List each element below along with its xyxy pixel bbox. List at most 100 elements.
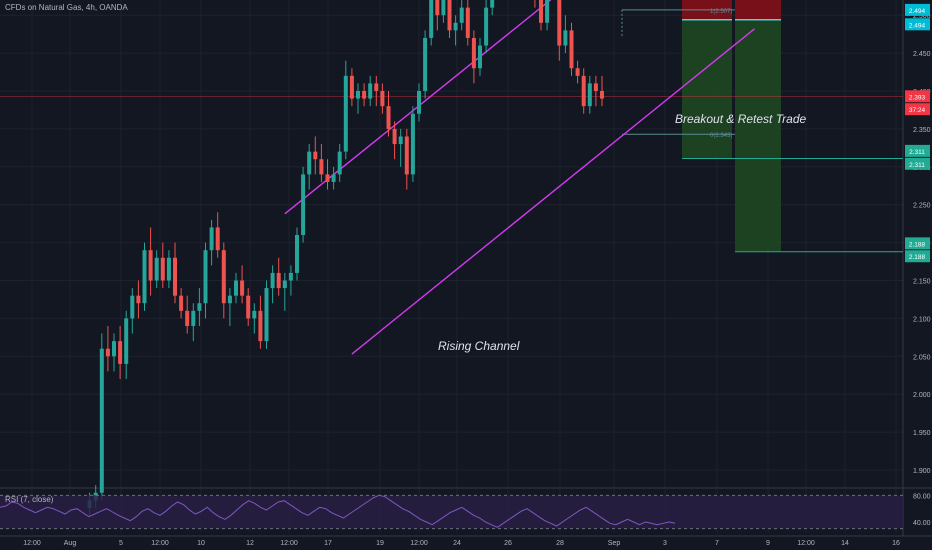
candle <box>105 325 110 372</box>
candle <box>319 144 324 182</box>
candle <box>136 280 141 319</box>
candle <box>295 227 299 281</box>
x-tick-label: 16 <box>892 540 900 547</box>
x-tick-label: 19 <box>376 540 384 547</box>
candle-body <box>404 136 409 175</box>
candle <box>160 242 165 289</box>
price-tag <box>905 18 930 31</box>
candle-body <box>313 151 318 160</box>
price-tag-label: 2.188 <box>909 254 926 261</box>
candle <box>362 83 367 107</box>
candle-body <box>282 280 287 289</box>
candle <box>447 0 452 38</box>
x-tick-label: 26 <box>504 540 512 547</box>
candle-body <box>319 159 324 175</box>
candle-body <box>429 0 434 38</box>
candle-body <box>197 303 202 311</box>
candle-body <box>600 91 604 99</box>
candle <box>478 37 482 76</box>
rsi-title: RSI (7, close) <box>5 495 54 504</box>
candle-body <box>234 280 238 296</box>
candle-body <box>331 174 336 182</box>
y-tick-label: 2.250 <box>913 203 931 210</box>
price-tag <box>905 237 930 250</box>
candle-body <box>295 235 299 273</box>
candle-body <box>148 250 153 281</box>
candle-body <box>581 75 586 107</box>
candle <box>404 128 409 190</box>
candle-body <box>185 310 190 326</box>
candle-body <box>453 22 458 31</box>
candle <box>459 0 464 31</box>
x-tick-label: 28 <box>556 540 564 547</box>
x-tick-label: 12:00 <box>151 540 169 547</box>
candle-body <box>380 91 385 107</box>
candle-body <box>374 83 379 91</box>
candle-body <box>362 91 367 99</box>
price-tag-label: 2.311 <box>909 162 925 169</box>
x-tick-label: 12:00 <box>410 540 428 547</box>
candle <box>282 272 287 311</box>
rsi-tick-label: 40.00 <box>913 520 931 527</box>
candle <box>130 288 135 334</box>
candle-body <box>325 174 330 182</box>
stop-loss-zone <box>735 0 781 20</box>
candle <box>349 68 354 107</box>
candle-body <box>349 75 354 99</box>
candle-body <box>276 272 281 289</box>
x-tick-label: 3 <box>663 540 667 547</box>
candle <box>240 265 245 304</box>
candle <box>313 136 318 175</box>
y-tick-label: 2.500 <box>913 13 931 20</box>
candle-body <box>410 113 415 175</box>
candle-body <box>478 45 482 69</box>
x-tick-label: 14 <box>841 540 849 547</box>
candle <box>539 0 543 31</box>
x-tick-label: Aug <box>64 540 77 547</box>
candle-body <box>252 310 257 319</box>
x-tick-label: 12:00 <box>23 540 41 547</box>
candle <box>142 242 147 311</box>
price-tag-label: 2.188 <box>909 241 926 248</box>
candle <box>490 0 495 16</box>
candle-body <box>368 83 373 99</box>
candle <box>587 75 592 114</box>
y-tick-label: 2.100 <box>913 316 931 323</box>
candle-body <box>423 37 428 91</box>
y-tick-label: 2.350 <box>913 127 931 134</box>
x-tick-label: 24 <box>453 540 461 547</box>
candle <box>112 333 116 372</box>
candle-body <box>587 83 592 107</box>
candle-body <box>227 295 232 304</box>
x-tick-label: 17 <box>324 540 332 547</box>
x-tick-label: 9 <box>766 540 770 547</box>
candle-body <box>557 0 562 46</box>
candle <box>221 242 226 319</box>
candle <box>185 295 190 334</box>
candle-body <box>392 128 397 145</box>
candle-body <box>593 83 598 91</box>
candle-body <box>569 30 574 69</box>
price-tag-label: 2.494 <box>909 8 926 15</box>
candle <box>197 288 202 326</box>
candle <box>264 280 269 349</box>
price-tag <box>905 90 930 103</box>
candle <box>593 75 598 107</box>
candle-body <box>337 151 342 175</box>
candle-body <box>105 348 110 357</box>
candle-body <box>417 91 421 114</box>
candle <box>173 242 177 304</box>
candle-body <box>221 250 226 304</box>
candle-body <box>142 250 147 304</box>
candle <box>386 91 391 137</box>
take-profit-zone <box>682 19 732 159</box>
candle <box>337 144 342 182</box>
candle-body <box>545 0 550 23</box>
breakout-retest-label: Breakout & Retest Trade <box>675 112 807 126</box>
candle-body <box>343 75 348 152</box>
candle <box>246 288 251 326</box>
candle <box>484 0 489 54</box>
candle <box>374 75 379 107</box>
